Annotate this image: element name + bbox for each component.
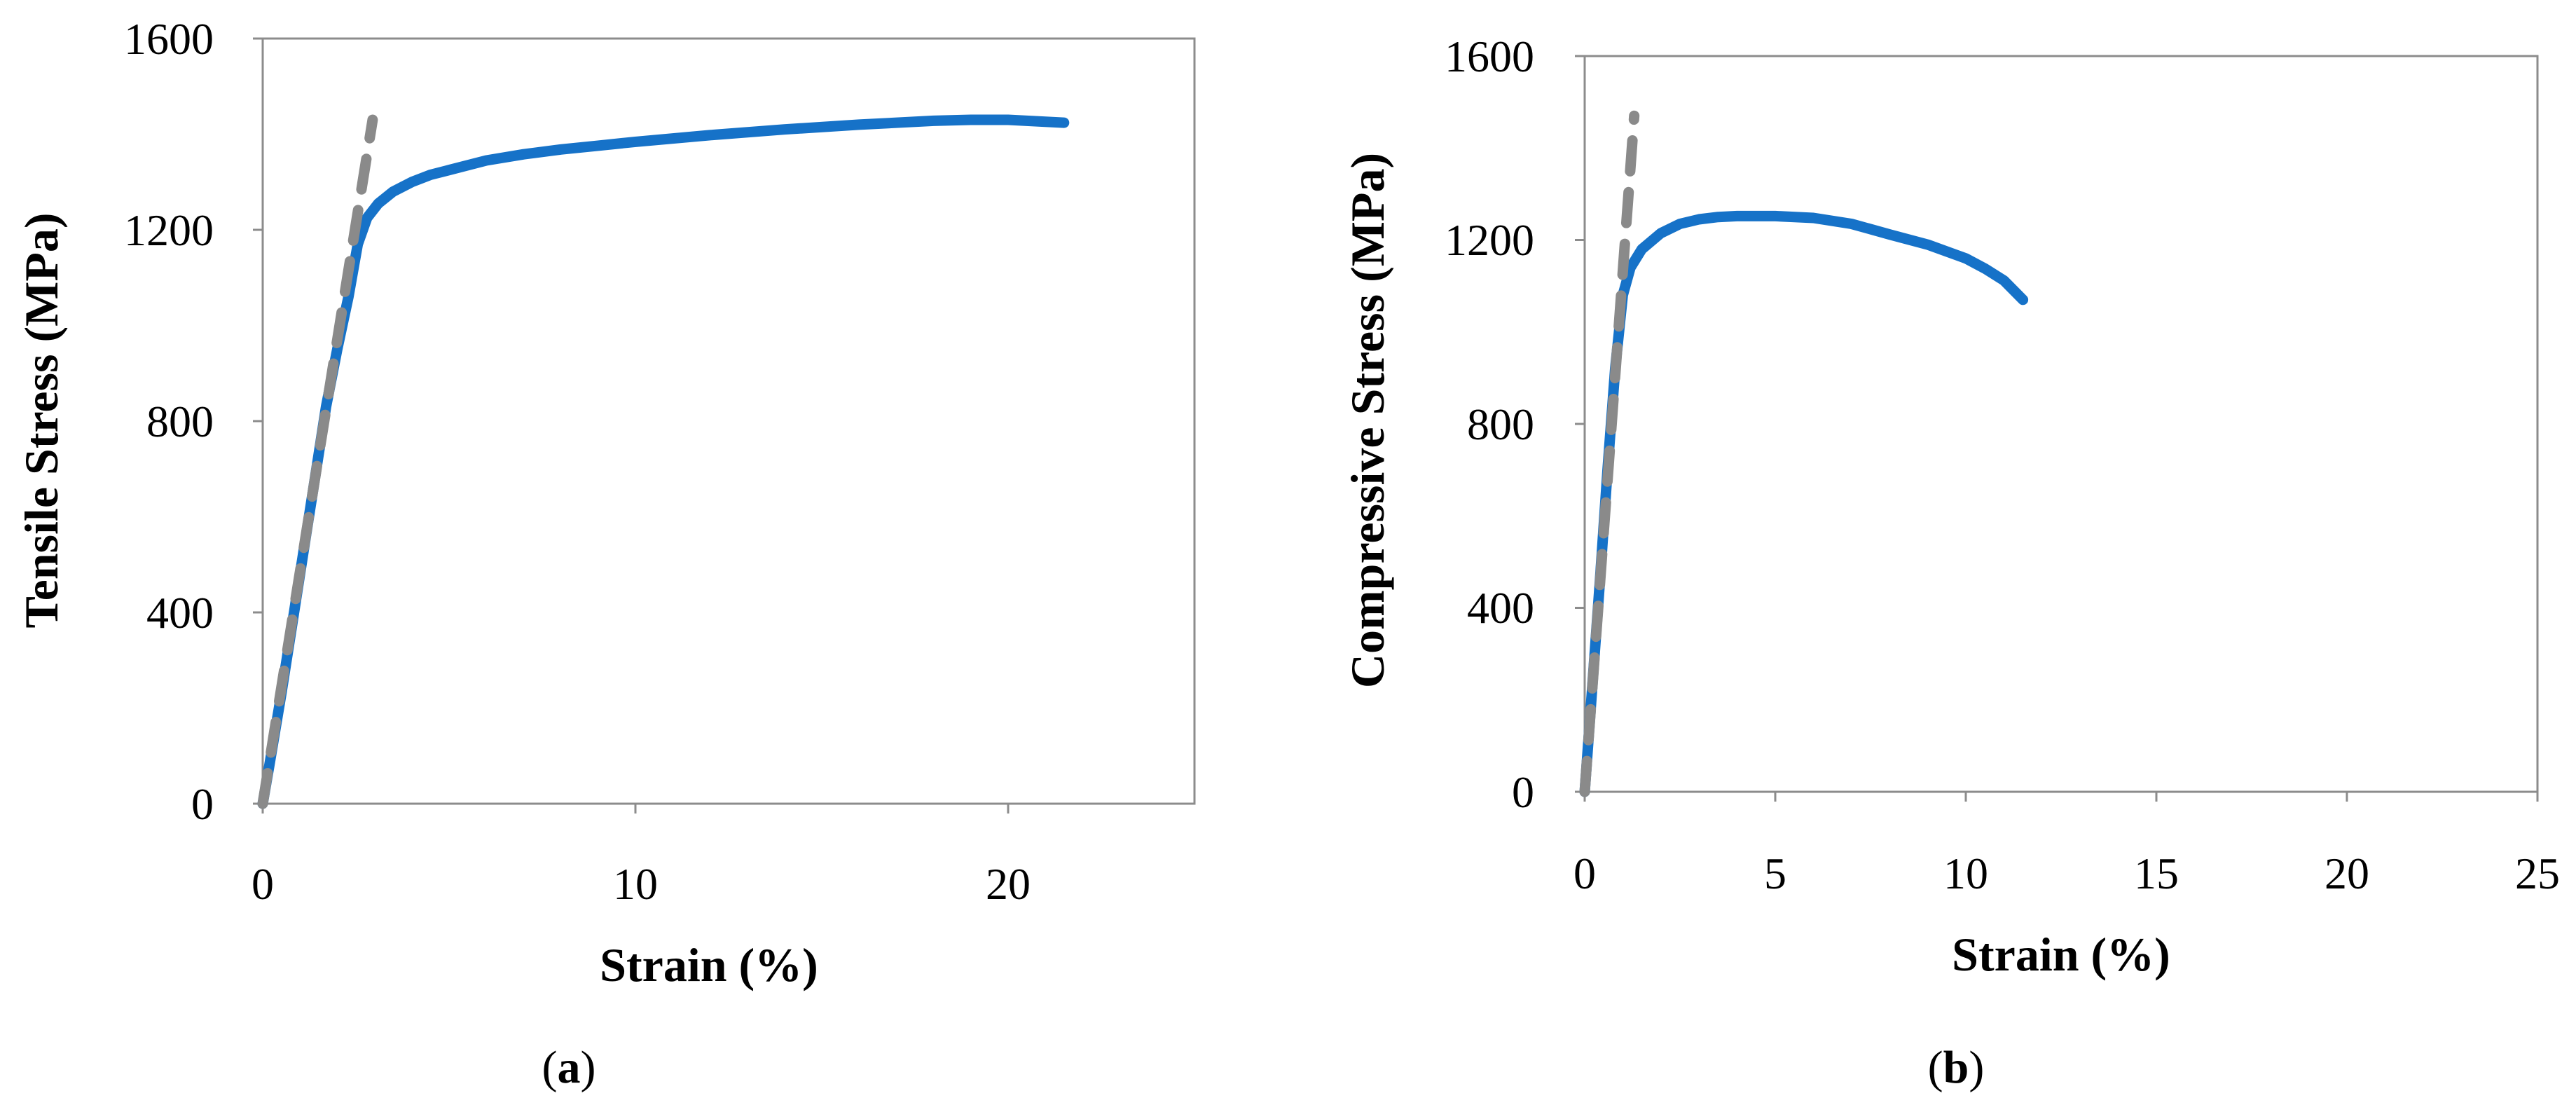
y-tick-label-1600: 1600 [1445,32,1534,81]
x-tick-label-25: 25 [2515,849,2560,898]
y-tick-label-1600: 1600 [124,14,214,64]
experimental-curve-line [257,114,1070,809]
panel-caption: (b) [1928,1042,1985,1093]
x-tick-label-10: 10 [613,859,658,909]
y-tick-label-0: 0 [1512,767,1534,817]
plot-area-frame [1583,55,2539,793]
compressive-chart: 0 400 800 1200 1600 0 5 10 15 20 25 Stra… [1341,32,2560,1093]
x-tick-label-15: 15 [2134,849,2179,898]
x-tick-label-20: 20 [2324,849,2369,898]
y-tick-label-0: 0 [191,779,214,829]
tensile-chart: 0 400 800 1200 1600 0 10 20 Strain (%) T… [15,14,1196,1093]
y-tick-label-400: 400 [1467,583,1534,633]
x-axis-title: Strain (%) [1952,928,2170,981]
plot-area-frame [261,37,1196,805]
y-tick-label-400: 400 [146,588,214,638]
tensile-chart-marks [253,37,1070,814]
x-tick-label-0: 0 [1573,849,1596,898]
elastic-fit-dashed-line [1579,110,1640,797]
x-tick-label-0: 0 [252,859,274,909]
y-tick-label-1200: 1200 [1445,215,1534,265]
y-tick-label-1200: 1200 [124,205,214,255]
x-tick-label-20: 20 [986,859,1031,909]
x-tick-label-5: 5 [1764,849,1786,898]
compressive-chart-marks [1575,55,2539,802]
experimental-curve-line [1579,210,2029,797]
y-tick-label-800: 800 [146,397,214,446]
panel-caption: (a) [542,1042,596,1093]
y-axis-title: Compressive Stress (MPa) [1341,153,1394,688]
x-axis-title: Strain (%) [600,938,818,991]
elastic-fit-dashed-line [257,114,378,809]
x-tick-label-10: 10 [1943,849,1988,898]
y-axis-title: Tensile Stress (MPa) [15,212,68,628]
y-tick-label-800: 800 [1467,399,1534,449]
